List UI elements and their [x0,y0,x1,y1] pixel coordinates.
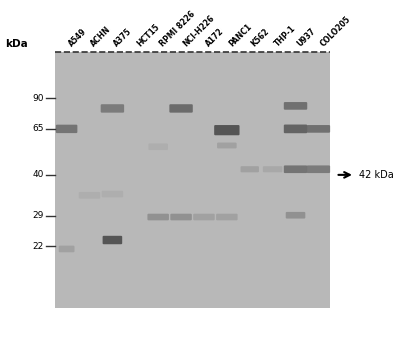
Text: HCT15: HCT15 [135,23,161,49]
FancyBboxPatch shape [240,166,259,172]
FancyBboxPatch shape [148,214,169,220]
Text: COLO205: COLO205 [318,15,352,49]
Text: 22: 22 [32,242,44,251]
FancyBboxPatch shape [56,125,77,133]
FancyBboxPatch shape [193,214,215,220]
FancyBboxPatch shape [103,236,122,244]
Text: RPMI 8226: RPMI 8226 [158,10,197,49]
FancyBboxPatch shape [217,142,237,148]
Text: ACHN: ACHN [90,25,113,49]
Text: U937: U937 [296,27,318,49]
FancyBboxPatch shape [284,166,307,173]
Text: PANC1: PANC1 [227,22,253,49]
FancyBboxPatch shape [284,125,307,133]
Text: THP-1: THP-1 [273,24,297,49]
FancyBboxPatch shape [307,166,330,173]
FancyBboxPatch shape [79,192,100,199]
Bar [55,52,330,308]
Text: 42 kDa: 42 kDa [359,170,394,180]
Text: A375: A375 [112,27,134,49]
FancyBboxPatch shape [170,214,192,220]
FancyBboxPatch shape [169,104,193,113]
Text: 29: 29 [32,211,44,220]
FancyBboxPatch shape [102,191,123,197]
Text: 40: 40 [32,170,44,179]
Text: K562: K562 [250,27,271,49]
FancyBboxPatch shape [284,102,307,110]
FancyBboxPatch shape [307,125,330,133]
FancyBboxPatch shape [59,246,74,252]
FancyBboxPatch shape [263,166,282,172]
Text: 90: 90 [32,94,44,103]
FancyBboxPatch shape [214,125,240,135]
FancyBboxPatch shape [216,214,238,220]
FancyBboxPatch shape [101,104,124,113]
Text: A172: A172 [204,27,226,49]
FancyBboxPatch shape [286,212,305,218]
Text: NCI-H226: NCI-H226 [181,14,216,49]
Text: kDa: kDa [5,39,28,49]
FancyBboxPatch shape [148,144,168,150]
Text: A549: A549 [67,27,88,49]
Text: 65: 65 [32,124,44,133]
